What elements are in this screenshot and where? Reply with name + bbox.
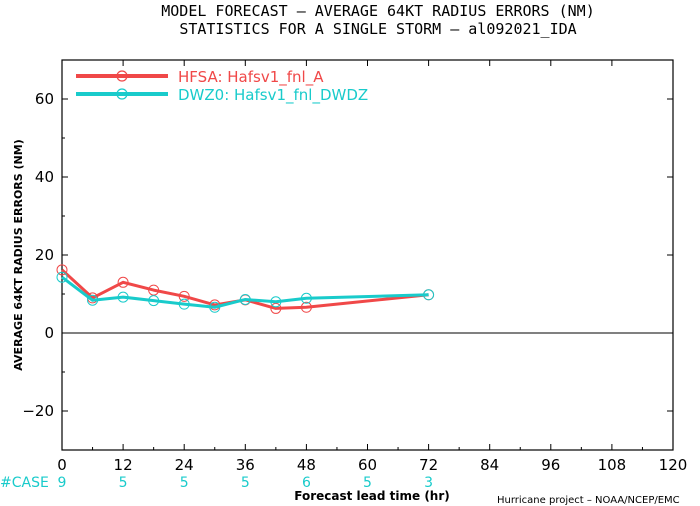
legend-entry: HFSA: Hafsv1_fnl_A xyxy=(76,68,324,87)
x-tick-label: 96 xyxy=(541,456,560,474)
chart-title-line2: STATISTICS FOR A SINGLE STORM – al092021… xyxy=(179,20,576,38)
data-point xyxy=(270,296,282,308)
series-2 xyxy=(56,271,435,313)
data-point xyxy=(300,292,312,304)
legend-label: HFSA: Hafsv1_fnl_A xyxy=(178,68,324,87)
case-counts: #CASE 9 5 5 5 6 5 3 xyxy=(0,475,433,491)
case-count: 3 xyxy=(424,475,433,491)
x-tick-label: 120 xyxy=(659,456,688,474)
data-point xyxy=(178,290,190,302)
legend-entry: DWZ0: Hafsv1_fnl_DWDZ xyxy=(76,86,368,105)
x-tick-label: 36 xyxy=(236,456,255,474)
x-tick-label: 108 xyxy=(598,456,627,474)
case-count: 5 xyxy=(180,475,189,491)
case-count: 6 xyxy=(302,475,311,491)
data-point xyxy=(87,294,99,306)
x-tick-label: 72 xyxy=(419,456,438,474)
x-tick-label: 84 xyxy=(480,456,499,474)
x-tick-label: 48 xyxy=(297,456,316,474)
case-count: 5 xyxy=(119,475,128,491)
series-line xyxy=(61,276,429,309)
data-point xyxy=(148,284,160,296)
legend-marker xyxy=(116,88,128,100)
case-count: 9 xyxy=(58,475,67,491)
x-tick-label: 24 xyxy=(175,456,194,474)
y-tick-label: 20 xyxy=(35,246,54,264)
y-tick-label: 0 xyxy=(44,324,54,342)
case-count: 5 xyxy=(363,475,372,491)
axes: 0 12 24 36 48 60 72 84 96 108 120 −20 0 20 40 60 xyxy=(22,59,688,474)
data-point xyxy=(270,302,282,314)
x-tick-label: 12 xyxy=(114,456,133,474)
chart-title-line1: MODEL FORECAST – AVERAGE 64KT RADIUS ERR… xyxy=(161,2,594,20)
case-count: 5 xyxy=(241,475,250,491)
data-point xyxy=(178,298,190,310)
legend-marker xyxy=(116,70,128,82)
data-point xyxy=(56,264,68,276)
y-axis-label: AVERAGE 64KT RADIUS ERRORS (NM) xyxy=(12,139,25,370)
y-tick-label: −20 xyxy=(22,402,54,420)
data-point xyxy=(148,295,160,307)
data-point xyxy=(423,289,435,301)
data-point xyxy=(239,293,251,305)
data-point xyxy=(56,271,68,283)
x-axis-label: Forecast lead time (hr) xyxy=(294,489,450,503)
data-point xyxy=(117,291,129,303)
series-layer xyxy=(56,264,435,314)
y-tick-label: 40 xyxy=(35,168,54,186)
series-line xyxy=(60,268,429,310)
plot-frame xyxy=(61,59,674,451)
case-label: #CASE xyxy=(0,475,49,491)
series-1 xyxy=(56,264,435,314)
data-point xyxy=(300,301,312,313)
legend-label: DWZ0: Hafsv1_fnl_DWDZ xyxy=(178,86,368,105)
x-tick-label: 60 xyxy=(358,456,377,474)
credit-text: Hurricane project – NOAA/NCEP/EMC xyxy=(497,495,680,506)
data-point xyxy=(209,301,221,313)
y-tick-label: 60 xyxy=(35,90,54,108)
data-point xyxy=(117,276,129,288)
x-tick-label: 0 xyxy=(57,456,67,474)
